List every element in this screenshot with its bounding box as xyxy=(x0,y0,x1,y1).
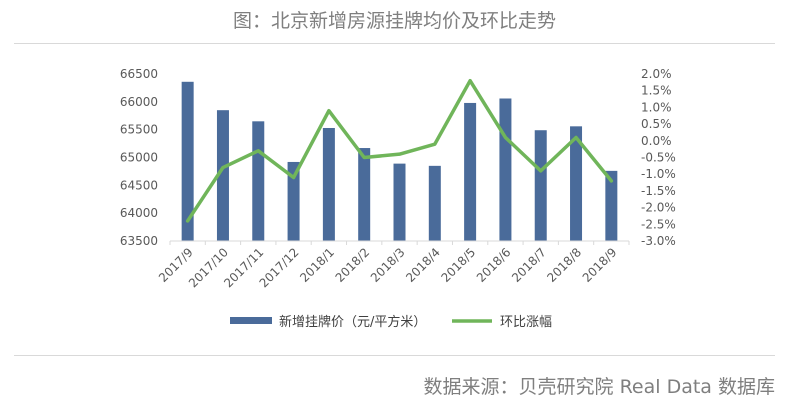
left-y-tick-label: 66000 xyxy=(120,95,158,109)
right-y-tick-label: 1.5% xyxy=(641,84,672,98)
line-point-2018/5 xyxy=(468,79,472,83)
bar-2018/2 xyxy=(358,148,371,241)
bar-2018/7 xyxy=(534,130,547,241)
right-y-tick-label: 2.0% xyxy=(641,67,672,81)
legend: 新增挂牌价（元/平方米） 环比涨幅 xyxy=(230,314,552,330)
bar-2018/3 xyxy=(393,163,406,241)
title-divider xyxy=(14,43,775,44)
bar-2018/6 xyxy=(499,98,512,241)
left-y-axis: 63500 64000 64500 65000 65500 66000 66500 xyxy=(120,67,158,248)
source-note: 数据来源：贝壳研究院 Real Data 数据库 xyxy=(423,376,775,398)
left-y-tick-label: 64000 xyxy=(120,206,158,220)
bar-2018/5 xyxy=(464,102,477,242)
x-tick-label: 2018/7 xyxy=(509,245,549,285)
line-point-2018/9 xyxy=(609,179,613,183)
line-point-2017/9 xyxy=(186,219,190,223)
line-point-2017/12 xyxy=(292,176,296,180)
line-point-2018/1 xyxy=(327,109,331,113)
x-tick-label: 2018/1 xyxy=(297,245,337,285)
legend-swatch-bar xyxy=(230,317,272,324)
left-y-tick-label: 66500 xyxy=(120,67,158,81)
x-axis xyxy=(169,240,630,245)
x-tick-label: 2018/4 xyxy=(403,245,443,285)
footer-divider xyxy=(14,355,775,356)
x-tick-label: 2017/12 xyxy=(257,245,302,290)
right-y-axis: -3.0% -2.5% -2.0% -1.5% -1.0% -0.5% 0.0% 0.5% 1.… xyxy=(641,67,676,248)
right-y-tick-label: -3.0% xyxy=(641,234,676,248)
bar-2017/10 xyxy=(216,110,229,241)
x-tick-label: 2018/9 xyxy=(580,245,620,285)
right-y-tick-label: -2.0% xyxy=(641,201,676,215)
line-point-2017/10 xyxy=(221,166,225,170)
chart-title: 图：北京新增房源挂牌均价及环比走势 xyxy=(232,10,556,32)
legend-label-bar: 新增挂牌价（元/平方米） xyxy=(279,314,426,330)
right-y-tick-label: -1.0% xyxy=(641,167,676,181)
line-point-2018/3 xyxy=(398,152,401,156)
right-y-tick-label: -0.5% xyxy=(641,151,676,165)
right-y-tick-label: -2.5% xyxy=(641,217,676,231)
line-point-2018/8 xyxy=(574,135,578,139)
right-y-tick-label: 1.0% xyxy=(641,100,672,114)
x-tick-label: 2018/5 xyxy=(438,245,478,285)
bar-2017/9 xyxy=(181,81,194,241)
line-series xyxy=(185,78,614,223)
bar-2017/12 xyxy=(287,161,300,241)
x-tick-label: 2018/3 xyxy=(368,245,408,285)
line-point-2018/2 xyxy=(362,156,366,159)
bar-2018/1 xyxy=(322,127,335,241)
x-tick-label: 2018/8 xyxy=(544,245,584,285)
left-y-tick-label: 65000 xyxy=(120,151,158,165)
x-tick-label: 2018/6 xyxy=(474,245,514,285)
line-point-2018/6 xyxy=(503,135,507,139)
line-point-2018/7 xyxy=(539,169,543,173)
left-y-tick-label: 65500 xyxy=(120,123,158,137)
bar-2017/11 xyxy=(252,121,265,241)
left-y-tick-label: 64500 xyxy=(120,178,158,192)
bar-2018/9 xyxy=(605,170,618,241)
x-tick-labels: 2017/92017/102017/112017/122018/12018/22… xyxy=(156,245,619,290)
x-tick-label: 2018/2 xyxy=(333,245,373,285)
right-y-tick-label: -1.5% xyxy=(641,184,676,198)
right-y-tick-label: 0.0% xyxy=(641,134,672,148)
line-point-2018/4 xyxy=(433,142,437,146)
left-y-tick-label: 63500 xyxy=(120,234,158,248)
legend-label-line: 环比涨幅 xyxy=(500,315,552,330)
right-y-tick-label: 0.5% xyxy=(641,117,672,131)
combo-chart: 63500 64000 64500 65000 65500 66000 66500 -3.0… xyxy=(120,67,676,330)
line-point-2017/11 xyxy=(256,149,260,153)
bar-2018/4 xyxy=(428,165,441,241)
bar-2018/8 xyxy=(570,126,583,241)
